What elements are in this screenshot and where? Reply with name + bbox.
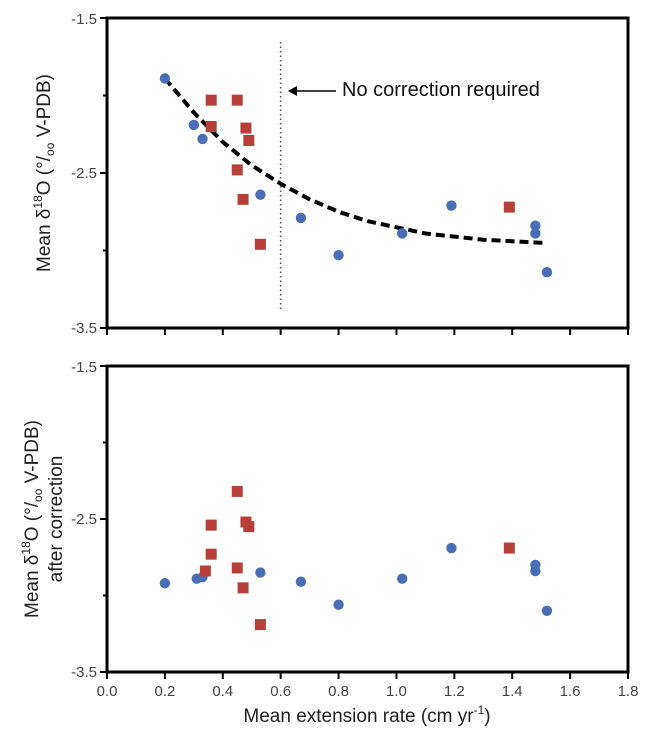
top-circle-point xyxy=(255,189,266,200)
top-circle-point xyxy=(295,212,307,224)
bottom-ytick-label: -2.5 xyxy=(71,511,97,528)
x-tick-label: 0.2 xyxy=(154,683,175,700)
bottom-y-axis-title: Mean δ18O (°/oo V-PDB) xyxy=(19,420,45,618)
annotation-arrowhead xyxy=(288,86,297,96)
bottom-square-point xyxy=(199,565,211,577)
x-tick-label: 0.6 xyxy=(270,683,291,700)
top-circle-point xyxy=(446,200,457,211)
top-ytick-label: -2.5 xyxy=(71,165,97,182)
exponential-fit-curve xyxy=(163,77,547,245)
bottom-square-point xyxy=(231,485,243,497)
top-square-point xyxy=(205,94,217,106)
bottom-square-point xyxy=(237,582,249,594)
top-circle-point xyxy=(333,249,344,261)
bottom-panel-frame xyxy=(105,364,630,674)
bottom-circle-point xyxy=(397,573,408,584)
bottom-circle-point xyxy=(333,599,344,610)
top-circle-point xyxy=(541,267,553,278)
top-y-axis-title: Mean δ18O (°/oo V-PDB) xyxy=(31,74,57,272)
bottom-circle-point xyxy=(530,565,541,577)
bottom-circle-point xyxy=(255,567,266,578)
top-circle-point xyxy=(530,228,541,239)
bottom-square-point xyxy=(254,619,266,631)
top-square-point xyxy=(231,94,243,106)
top-circle-point xyxy=(530,220,541,231)
x-tick-label: 0.0 xyxy=(97,683,118,700)
top-panel-frame xyxy=(105,16,630,330)
top-circle-point xyxy=(397,228,408,239)
top-square-point xyxy=(205,121,217,132)
top-square-point xyxy=(503,201,515,213)
bottom-y-axis-title-line2: after correction xyxy=(46,456,67,583)
bottom-square-point xyxy=(231,562,243,574)
bottom-ytick-label: -1.5 xyxy=(71,359,97,376)
bottom-ytick-label: -3.5 xyxy=(71,664,97,681)
x-tick-label: 1.4 xyxy=(502,683,523,700)
top-circle-point xyxy=(159,73,171,84)
top-square-point xyxy=(240,122,252,134)
bottom-circle-point xyxy=(446,542,457,554)
bottom-circle-point xyxy=(541,605,553,616)
top-ytick-label: -3.5 xyxy=(71,320,97,337)
top-square-point xyxy=(231,164,243,176)
x-tick-label: 1.8 xyxy=(618,683,639,700)
top-ytick-label: -1.5 xyxy=(71,11,97,28)
top-circle-point xyxy=(197,133,208,145)
bottom-circle-point xyxy=(159,578,171,589)
bottom-square-point xyxy=(205,519,217,531)
top-square-point xyxy=(237,193,249,205)
top-square-point xyxy=(254,238,266,250)
top-circle-point xyxy=(188,119,200,131)
plot-marks: 0.0 0.2 0.4 0.6 0.8 1.0 1.2 1.4 1.6 1.8 xyxy=(97,17,639,700)
x-axis-title: Mean extension rate (cm yr-1) xyxy=(243,703,490,727)
bottom-circle-point xyxy=(295,576,307,587)
x-tick-label: 0.8 xyxy=(328,683,349,700)
bottom-square-point xyxy=(205,548,217,560)
top-square-point xyxy=(243,134,255,146)
x-tick-label: 0.4 xyxy=(212,683,233,700)
x-tick-label: 1.0 xyxy=(386,683,407,700)
no-correction-annotation: No correction required xyxy=(342,79,540,101)
x-tick-label: 1.6 xyxy=(560,683,581,700)
bottom-square-point xyxy=(243,521,255,533)
x-tick-label: 1.2 xyxy=(444,683,465,700)
bottom-square-point xyxy=(503,542,515,554)
